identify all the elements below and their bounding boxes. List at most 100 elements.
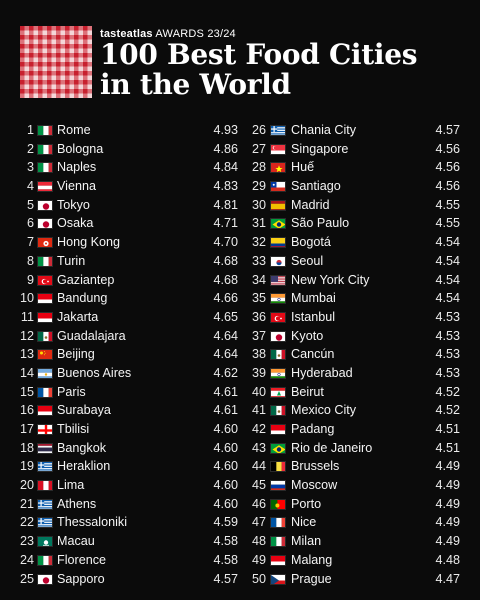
city-score: 4.68 [213, 272, 238, 287]
rank-number: 12 [20, 328, 35, 343]
list-item: 1 Rome 4.93 [20, 121, 238, 140]
list-item: 38 Cancún 4.53 [249, 345, 460, 364]
rank-number: 11 [20, 309, 34, 324]
city-name: Brussels [291, 459, 340, 474]
city-name: Hong Kong [57, 235, 121, 250]
city-name: Milan [291, 534, 322, 549]
rank-number: 16 [20, 403, 35, 418]
city-score: 4.53 [435, 347, 460, 362]
flag-es-icon [270, 199, 286, 211]
city-name: Bogotá [291, 235, 331, 250]
city-name: Heraklion [57, 459, 111, 474]
flag-kr-icon [270, 255, 286, 267]
city-score: 4.58 [213, 534, 238, 549]
city-score: 4.60 [213, 422, 238, 436]
list-item: 44 Brussels 4.49 [249, 457, 460, 476]
list-item: 25 Sapporo 4.57 [20, 570, 238, 589]
city-score: 4.71 [213, 216, 238, 231]
city-name: Rio de Janeiro [291, 440, 373, 455]
list-item: 37 Kyoto 4.53 [249, 327, 460, 346]
city-score: 4.49 [435, 459, 460, 474]
rank-number: 44 [251, 459, 266, 474]
list-item: 47 Nice 4.49 [249, 513, 460, 532]
flag-at-icon [37, 181, 53, 193]
list-item: 19 Heraklion 4.60 [20, 457, 238, 476]
list-item: 28 Huế 4.56 [249, 158, 460, 177]
city-name: Jakarta [57, 309, 99, 324]
rank-number: 14 [20, 365, 35, 380]
flag-jp-icon [37, 199, 53, 211]
city-score: 4.47 [435, 571, 460, 586]
city-score: 4.49 [435, 515, 460, 530]
list-item: 2 Bologna 4.86 [20, 140, 238, 159]
city-score: 4.60 [213, 440, 238, 455]
list-item: 22 Thessaloniki 4.59 [20, 513, 238, 532]
flag-pe-icon [37, 480, 53, 492]
city-name: Padang [291, 422, 335, 436]
flag-cz-icon [270, 573, 286, 585]
rank-number: 48 [251, 534, 266, 549]
list-item: 11 Jakarta 4.65 [20, 308, 238, 327]
rank-number: 1 [26, 123, 34, 137]
rank-number: 39 [251, 365, 266, 380]
list-item: 36 Istanbul 4.53 [249, 308, 460, 327]
flag-pt-icon [270, 498, 286, 510]
rank-number: 47 [251, 515, 266, 530]
rank-number: 9 [26, 272, 34, 287]
rank-number: 24 [20, 552, 35, 567]
flag-br-icon [270, 218, 286, 230]
list-item: 41 Mexico City 4.52 [249, 401, 460, 420]
list-item: 6 Osaka 4.71 [20, 214, 238, 233]
list-item: 5 Tokyo 4.81 [20, 196, 238, 215]
city-name: Buenos Aires [57, 365, 132, 380]
flag-tr-icon [270, 311, 286, 323]
city-name: Naples [57, 160, 97, 175]
flag-sg-icon [270, 143, 286, 155]
flag-gr-icon [37, 517, 53, 529]
flag-id-icon [37, 311, 53, 323]
flag-fr-icon [270, 517, 286, 529]
city-score: 4.55 [435, 197, 460, 212]
rank-number: 10 [20, 291, 35, 306]
city-name: Chania City [291, 123, 357, 137]
list-item: 33 Seoul 4.54 [249, 252, 460, 271]
rank-number: 42 [251, 422, 266, 436]
flag-mx-icon [270, 349, 286, 361]
city-score: 4.61 [213, 403, 238, 418]
city-name: Lima [57, 478, 85, 493]
city-name: Athens [57, 496, 97, 511]
list-item: 18 Bangkok 4.60 [20, 439, 238, 458]
rank-number: 40 [251, 384, 266, 399]
list-item: 10 Bandung 4.66 [20, 289, 238, 308]
city-name: Hyderabad [291, 365, 353, 380]
city-name: Tokyo [57, 197, 90, 212]
city-score: 4.60 [213, 496, 238, 511]
rank-number: 4 [26, 179, 34, 194]
city-score: 4.54 [435, 272, 460, 287]
brand-line: tasteatlas AWARDS 23/24 [100, 28, 236, 40]
rank-number: 31 [251, 216, 266, 231]
rank-number: 45 [251, 478, 266, 493]
list-item: 46 Porto 4.49 [249, 495, 460, 514]
flag-it-icon [37, 162, 53, 174]
flag-in-icon [270, 293, 286, 305]
rank-number: 25 [20, 571, 35, 586]
title-line-1: 100 Best Food Cities [100, 38, 418, 71]
city-name: Nice [291, 515, 317, 530]
flag-it-icon [37, 125, 53, 136]
brand-award: AWARDS 23/24 [155, 28, 236, 40]
rank-number: 15 [20, 384, 35, 399]
rank-number: 13 [20, 347, 35, 362]
ranking-column-left: 1 Rome 4.93 2 Bologna 4.86 3 Naples 4.84 4 Vienna 4… [20, 121, 238, 588]
city-name: New York City [291, 272, 370, 287]
flag-tr-icon [37, 274, 53, 286]
list-item: 34 New York City 4.54 [249, 271, 460, 290]
rank-number: 26 [251, 123, 266, 137]
rank-number: 46 [251, 496, 266, 511]
rank-number: 43 [251, 440, 266, 455]
rank-number: 8 [26, 253, 34, 268]
flag-co-icon [270, 237, 286, 249]
flag-jp-icon [37, 218, 53, 230]
flag-it-icon [37, 255, 53, 267]
city-score: 4.56 [435, 141, 460, 156]
